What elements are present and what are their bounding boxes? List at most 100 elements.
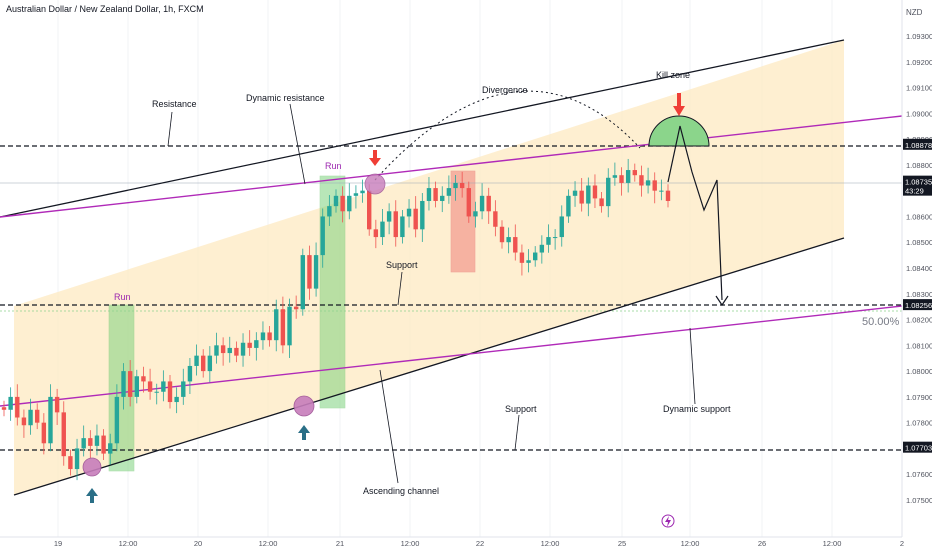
candle-body	[274, 309, 279, 341]
candle-body	[493, 211, 498, 227]
candle-body	[659, 190, 664, 192]
candle-body	[108, 443, 113, 454]
candle-body	[513, 237, 518, 253]
touch-circle-1	[82, 457, 102, 477]
candle-body	[446, 188, 452, 196]
time-tick-label: 26	[758, 539, 766, 548]
candle-body	[154, 391, 159, 393]
lightning-icon-bolt	[665, 516, 671, 527]
fib-50-label: 50.00%	[862, 316, 900, 328]
price-tick-label: 1.08200	[906, 316, 932, 325]
candle-body	[220, 345, 226, 354]
time-tick-label: 12:00	[681, 539, 700, 548]
ascending-channel-fill	[14, 40, 844, 495]
candle-body	[313, 255, 319, 289]
candle-body	[48, 396, 53, 444]
candle-body	[234, 347, 239, 356]
candle-body	[533, 252, 538, 261]
price-tag-label: 1.07703	[905, 444, 932, 453]
up-arrow-icon-2	[298, 425, 310, 440]
candle-body	[260, 332, 266, 341]
candle-body	[572, 190, 578, 196]
candle-body	[652, 180, 657, 191]
divergence-label: Divergence	[482, 85, 528, 95]
price-tick-label: 1.09100	[906, 84, 932, 93]
candle-body	[68, 456, 73, 470]
candle-body	[420, 200, 425, 230]
price-tag-label: 1.08735	[905, 178, 932, 187]
candle-body	[619, 175, 624, 183]
candle-body	[280, 309, 286, 346]
price-tick-label: 1.09000	[906, 109, 932, 118]
candle-body	[167, 381, 173, 403]
time-tick-label: 12:00	[401, 539, 420, 548]
dynamic-resistance-line[interactable]	[0, 115, 903, 218]
candle-body	[466, 188, 471, 217]
dynamic-resistance-label: Dynamic resistance	[246, 93, 325, 103]
price-tick-label: 1.08300	[906, 290, 932, 299]
price-tag-bg	[903, 299, 932, 311]
candle-body	[559, 216, 564, 238]
candle-body	[81, 438, 86, 449]
candle-body	[320, 216, 325, 256]
candle-body	[227, 347, 232, 354]
currency-label: NZD	[906, 8, 923, 17]
candle-body	[459, 182, 465, 189]
candle-body	[201, 355, 206, 372]
channel-upper-line[interactable]	[0, 39, 845, 218]
price-tick-label: 1.09200	[906, 58, 932, 67]
candle-body	[367, 190, 372, 230]
time-axis[interactable]: 19 12:00 20 12:00 21 12:00 22 12:00 25 12:00 26 12:…	[0, 536, 904, 548]
channel-lower-line[interactable]	[13, 237, 845, 496]
candle-body	[499, 226, 505, 243]
time-tick-label: 21	[336, 539, 344, 548]
time-tick-label: 12:00	[259, 539, 278, 548]
candle-body	[340, 195, 345, 212]
candle-body	[21, 417, 27, 426]
price-tag-label: 1.08256	[905, 301, 932, 310]
resistance-label: Resistance	[152, 99, 197, 109]
price-tick-label: 1.08600	[906, 212, 932, 221]
candle-body	[141, 376, 146, 382]
candle-body	[566, 195, 571, 217]
time-tick-label: 25	[618, 539, 626, 548]
candle-body	[519, 252, 525, 263]
price-tick-label: 1.08100	[906, 341, 932, 350]
candle-body	[639, 175, 644, 186]
price-tag: 1.08256	[903, 299, 932, 311]
candle-body	[74, 448, 80, 470]
candle-body	[333, 195, 339, 207]
candle-body	[161, 381, 166, 392]
ascending-channel-label: Ascending channel	[363, 486, 439, 496]
down-arrow-icon-2	[673, 93, 685, 116]
price-axis[interactable]: 1.093001.092001.091001.090001.089001.088…	[901, 0, 932, 550]
candle-body	[612, 175, 618, 178]
candle-body	[552, 237, 558, 239]
price-tag-countdown: 43:29	[905, 187, 924, 196]
candle-body	[174, 396, 179, 403]
candle-body	[293, 306, 299, 310]
candle-body	[254, 340, 259, 348]
support-upper-pointer	[397, 271, 403, 306]
candle-body	[1, 407, 7, 410]
candle-body	[300, 255, 305, 310]
projected-path	[667, 125, 723, 301]
run-label-2: Run	[325, 161, 342, 171]
dynamic-support-pointer	[689, 327, 696, 405]
price-tag-label: 1.08878	[905, 141, 932, 150]
candle-body	[406, 208, 412, 217]
time-tick-label: 22	[476, 539, 484, 548]
up-arrow-icon-1	[86, 488, 98, 503]
support-lower-pointer	[514, 414, 520, 451]
candle-body	[486, 195, 491, 212]
candle-body	[645, 180, 651, 186]
candle-body	[526, 260, 531, 263]
candle-body	[35, 409, 40, 423]
time-tick-label: 12:00	[823, 539, 842, 548]
candle-body	[579, 190, 584, 204]
candle-body	[147, 381, 153, 392]
candle-body	[413, 208, 418, 230]
